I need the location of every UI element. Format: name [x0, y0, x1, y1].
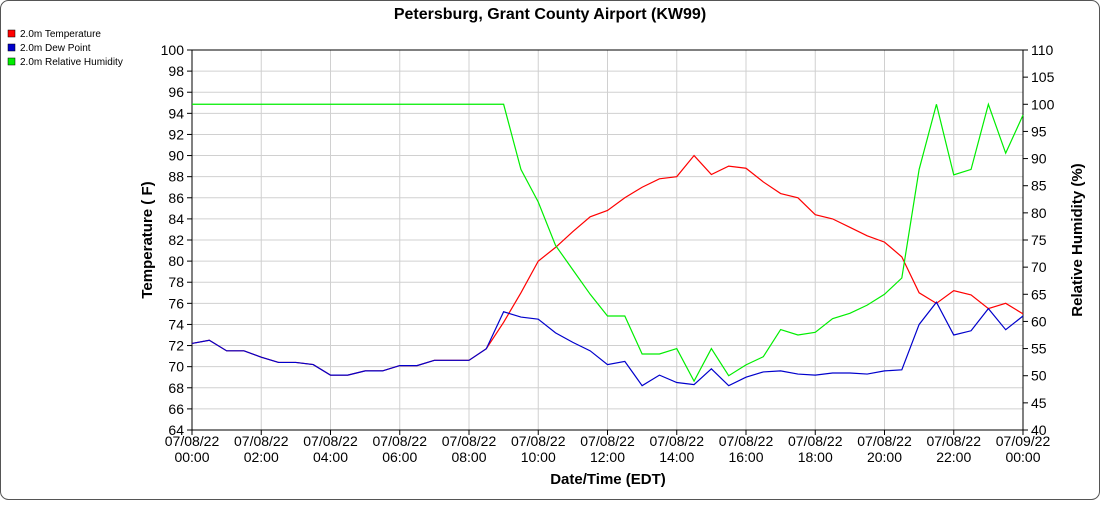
- y-axis-label: Temperature ( F): [139, 181, 156, 298]
- x-tick-label: 07/08/22 06:00: [373, 433, 428, 465]
- y-tick-label: 86: [168, 190, 184, 206]
- y-tick-label: 82: [168, 232, 184, 248]
- y-tick-label: 98: [168, 63, 184, 79]
- x-tick-label: 07/08/22 08:00: [442, 433, 497, 465]
- y2-tick-label: 95: [1031, 123, 1047, 139]
- legend-label: 2.0m Temperature: [20, 29, 101, 40]
- y-tick-label: 78: [168, 274, 184, 290]
- x-tick-label: 07/08/22 18:00: [788, 433, 843, 465]
- y2-tick-label: 100: [1031, 96, 1055, 112]
- y-tick-label: 100: [161, 42, 185, 58]
- chart-title: Petersburg, Grant County Airport (KW99): [394, 6, 706, 23]
- x-tick-label: 07/08/22 00:00: [165, 433, 220, 465]
- y-tick-label: 96: [168, 84, 184, 100]
- x-tick-label: 07/08/22 16:00: [719, 433, 774, 465]
- y-tick-label: 64: [168, 422, 184, 438]
- y2-tick-label: 45: [1031, 395, 1047, 411]
- y2-tick-label: 60: [1031, 313, 1047, 329]
- y2-tick-label: 40: [1031, 422, 1047, 438]
- y-tick-label: 70: [168, 359, 184, 375]
- y2-tick-label: 50: [1031, 368, 1047, 384]
- y2-tick-label: 105: [1031, 69, 1055, 85]
- x-tick-label: 07/08/22 12:00: [580, 433, 635, 465]
- legend-label: 2.0m Relative Humidity: [20, 57, 123, 68]
- y2-tick-label: 85: [1031, 178, 1047, 194]
- y-tick-label: 84: [168, 211, 184, 227]
- x-tick-label: 07/08/22 20:00: [857, 433, 912, 465]
- y-tick-label: 88: [168, 169, 184, 185]
- y2-tick-label: 80: [1031, 205, 1047, 221]
- y-tick-label: 68: [168, 380, 184, 396]
- x-tick-label: 07/08/22 22:00: [927, 433, 982, 465]
- y2-tick-label: 90: [1031, 151, 1047, 167]
- legend-swatch: [7, 29, 16, 38]
- series-line: [191, 301, 1024, 387]
- x-tick-label: 07/08/22 02:00: [234, 433, 289, 465]
- series-line: [192, 102, 1024, 383]
- y2-tick-label: 75: [1031, 232, 1047, 248]
- x-tick-label: 07/09/22 00:00: [996, 433, 1051, 465]
- plot-area: [191, 49, 1024, 431]
- y-tick-label: 72: [168, 338, 184, 354]
- y2-axis-label: Relative Humidity (%): [1069, 163, 1086, 316]
- y-tick-label: 90: [168, 148, 184, 164]
- y-tick-label: 94: [168, 105, 184, 121]
- y2-tick-label: 55: [1031, 341, 1047, 357]
- y2-tick-label: 70: [1031, 259, 1047, 275]
- y-tick-label: 92: [168, 126, 184, 142]
- y-tick-label: 76: [168, 295, 184, 311]
- y-tick-label: 80: [168, 253, 184, 269]
- legend-swatch: [7, 57, 16, 66]
- y-tick-label: 66: [168, 401, 184, 417]
- legend-swatch: [7, 43, 16, 52]
- x-tick-label: 07/08/22 04:00: [303, 433, 358, 465]
- legend-label: 2.0m Dew Point: [20, 43, 91, 54]
- y2-tick-label: 110: [1031, 42, 1054, 58]
- y2-tick-label: 65: [1031, 286, 1047, 302]
- x-tick-label: 07/08/22 10:00: [511, 433, 566, 465]
- y-tick-label: 74: [168, 316, 184, 332]
- x-tick-label: 07/08/22 14:00: [650, 433, 705, 465]
- x-axis-label: Date/Time (EDT): [550, 471, 666, 488]
